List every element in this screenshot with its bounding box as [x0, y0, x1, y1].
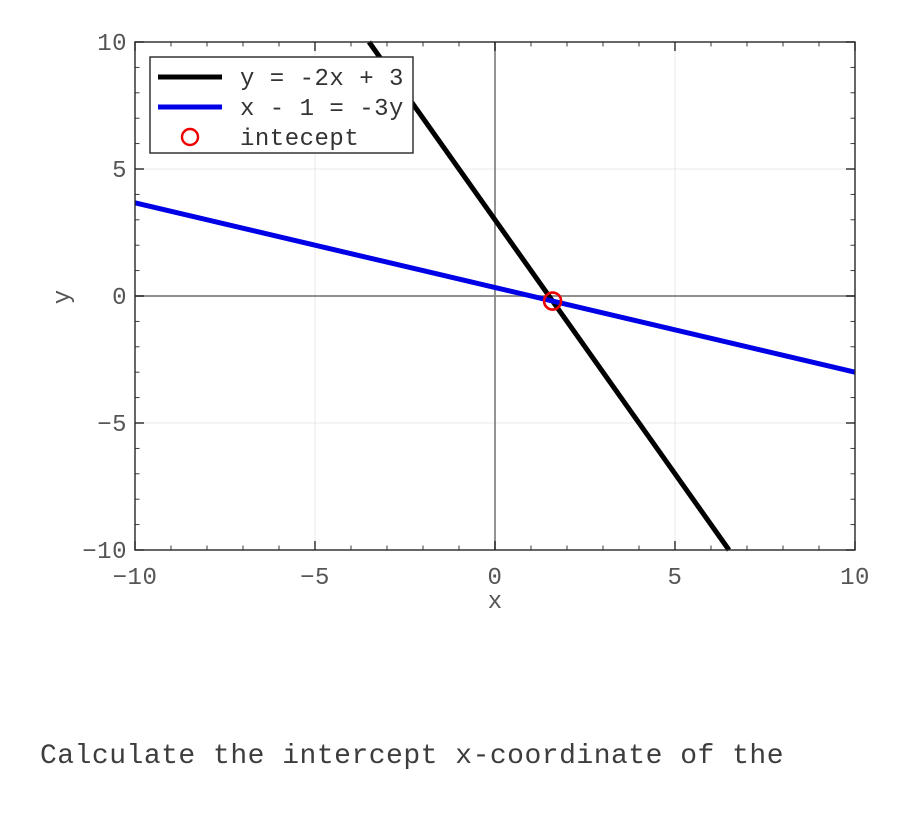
caption-text: Calculate the intercept x-coordinate of … — [40, 674, 784, 825]
x-tick-label: 0 — [488, 565, 503, 592]
y-axis-label: y — [50, 290, 77, 304]
y-tick-label: 5 — [112, 158, 127, 185]
x-tick-label: 10 — [840, 565, 870, 592]
legend-label: intecept — [240, 126, 359, 153]
series-line-1 — [134, 200, 856, 375]
y-tick-label: −5 — [97, 412, 127, 439]
legend-marker-sample — [180, 127, 200, 147]
x-tick-label: 5 — [668, 565, 683, 592]
caption-line: Calculate the intercept x-coordinate of … — [40, 741, 785, 772]
x-tick-label: −10 — [113, 565, 158, 592]
y-tick-label: 10 — [97, 31, 127, 58]
series-line-0 — [366, 40, 732, 552]
chart-canvas: −10 −5 0 5 10 −10 −5 0 5 10 x y y = -2x + 3 x - 1 = -… — [50, 31, 870, 616]
x-tick-label: −5 — [300, 565, 330, 592]
y-tick-label: −10 — [82, 539, 127, 566]
x-axis-label: x — [488, 589, 502, 616]
legend-label: y = -2x + 3 — [240, 66, 404, 93]
intercept-marker — [542, 291, 563, 311]
plot-border — [134, 41, 856, 551]
legend-label: x - 1 = -3y — [240, 96, 404, 123]
y-tick-label: 0 — [112, 285, 127, 312]
